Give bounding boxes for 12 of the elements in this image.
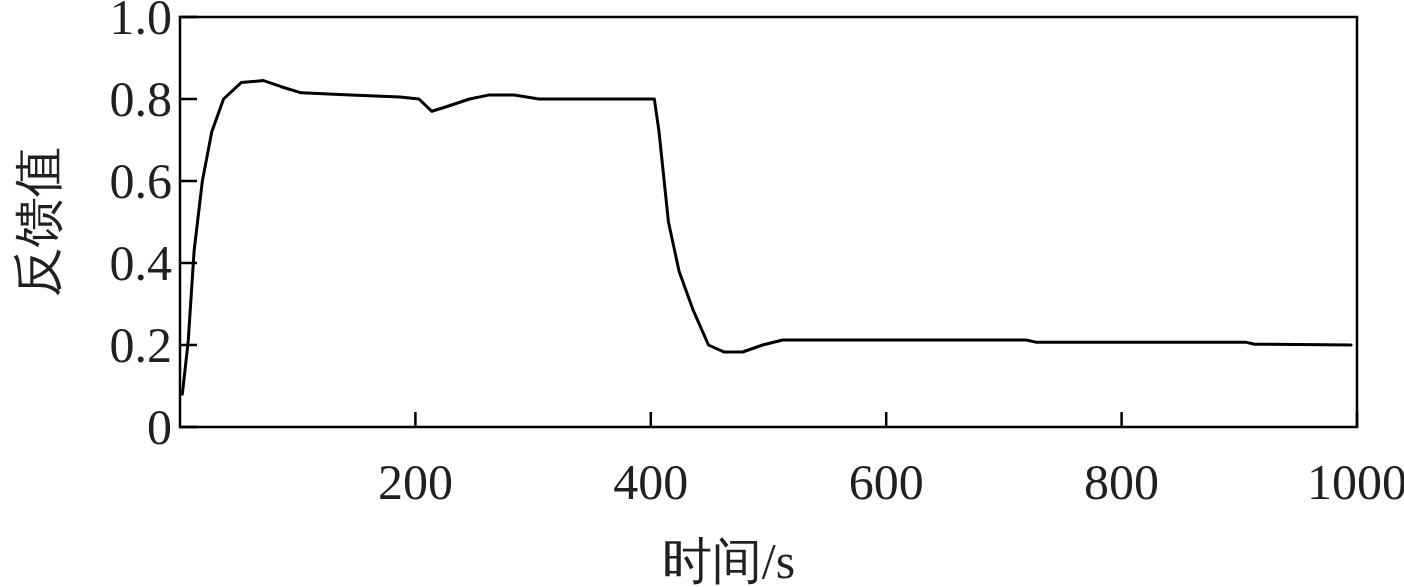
x-tick-label: 200: [377, 454, 453, 510]
y-tick-label: 0.4: [109, 235, 172, 291]
x-tick-label: 600: [848, 454, 924, 510]
y-tick-label: 0.2: [109, 317, 172, 373]
y-tick-label: 0.6: [109, 153, 172, 209]
y-axis-title: 反馈值: [10, 147, 66, 297]
x-tick-label: 400: [613, 454, 689, 510]
y-tick-label: 1.0: [109, 0, 172, 45]
y-tick-label: 0: [147, 399, 172, 455]
x-tick-label: 800: [1084, 454, 1160, 510]
y-tick-label: 0.8: [109, 71, 172, 127]
x-axis-title: 时间/s: [661, 533, 796, 587]
